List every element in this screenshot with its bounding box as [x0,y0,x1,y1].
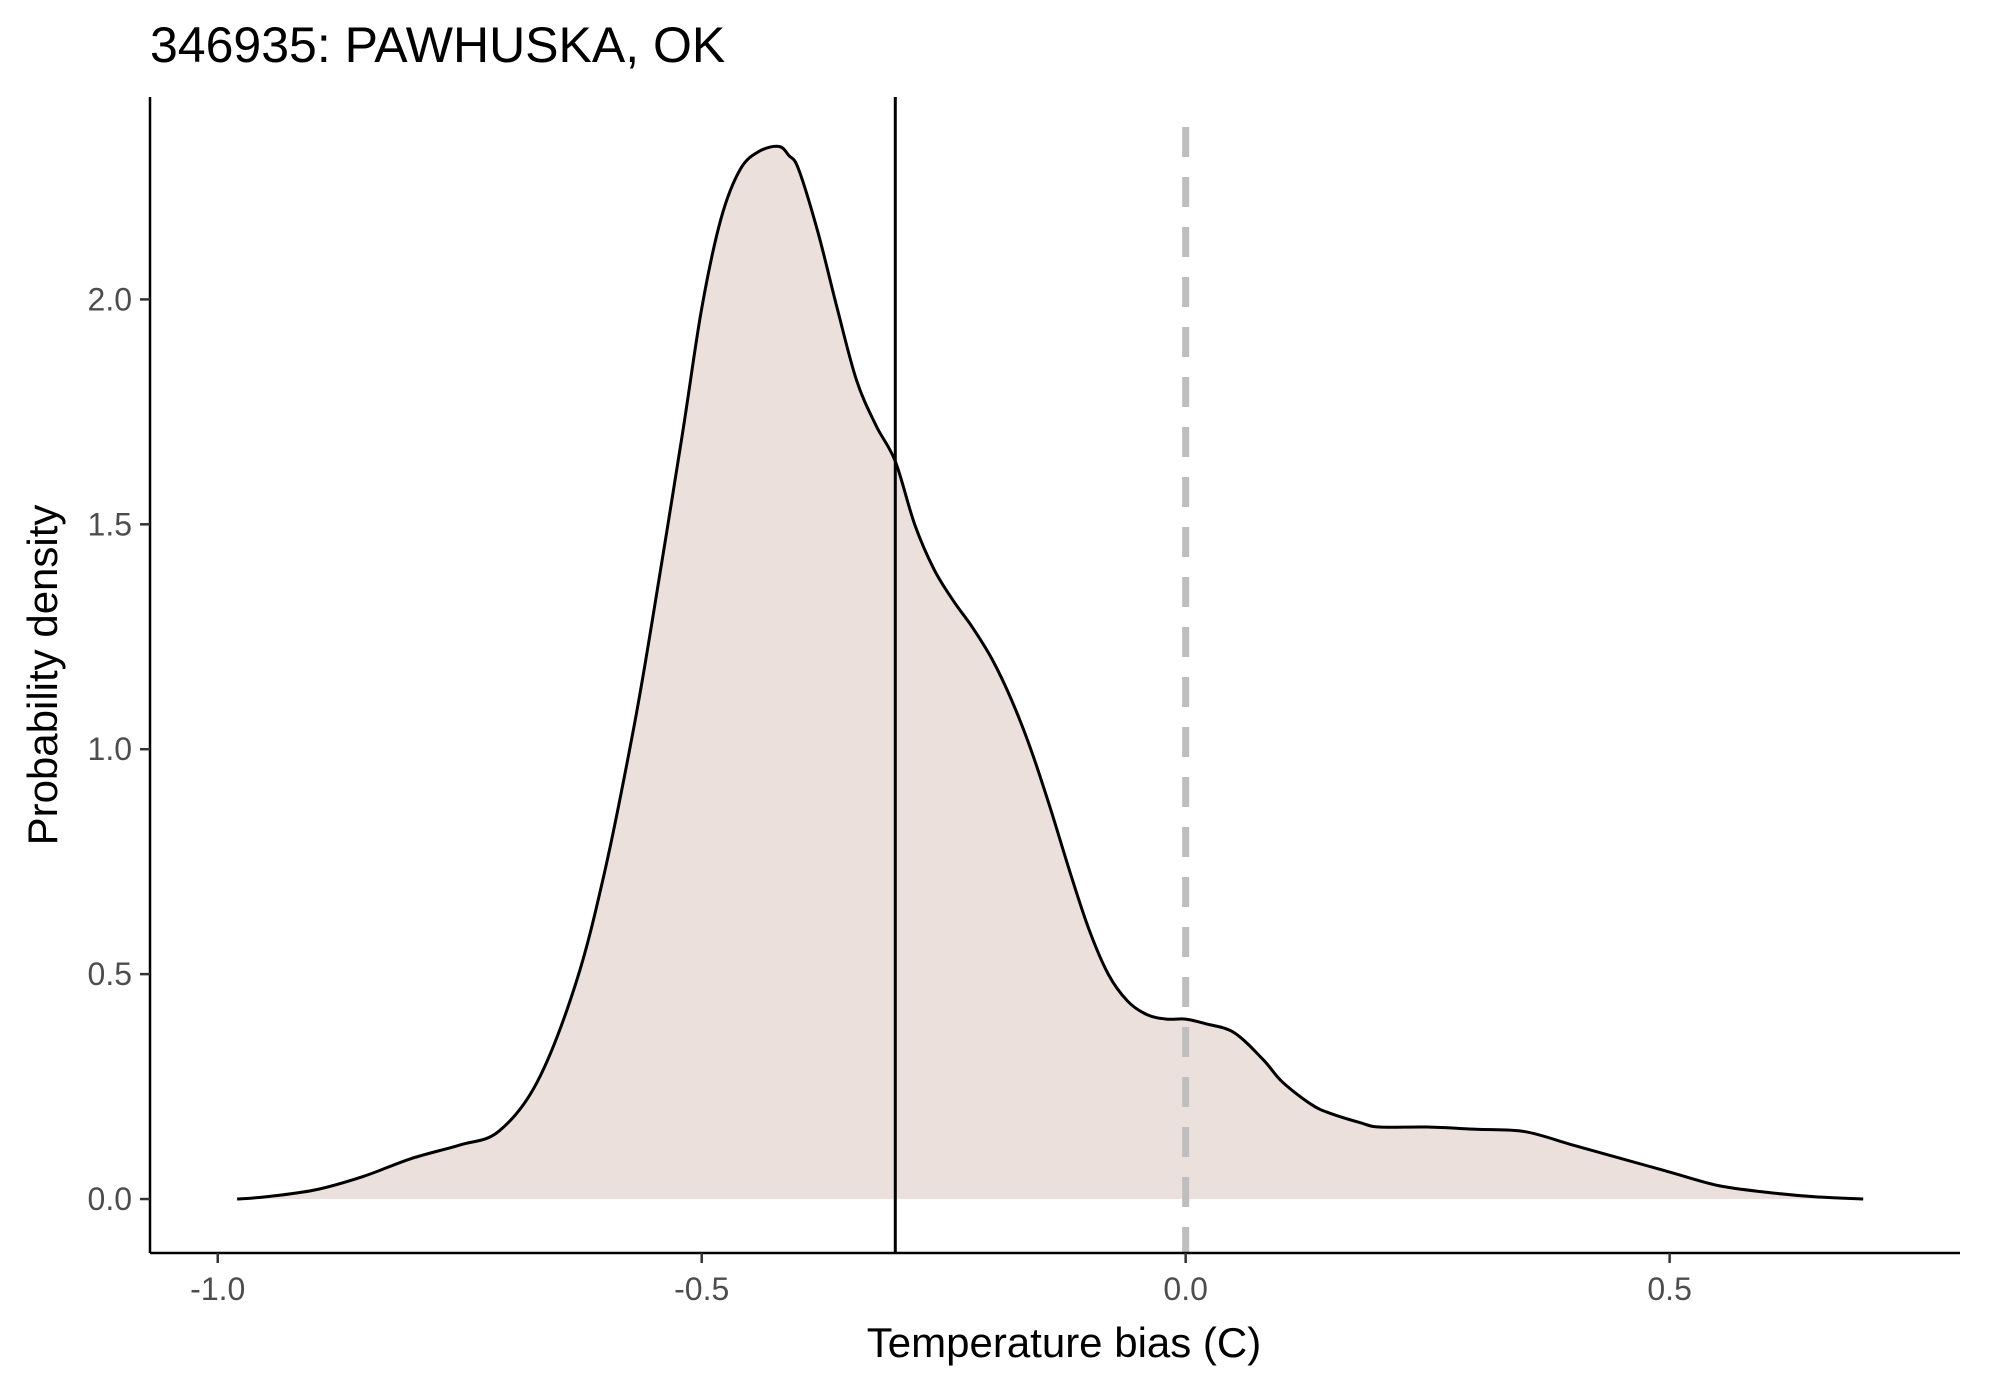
x-tick-label: -1.0 [190,1271,245,1307]
chart-title: 346935: PAWHUSKA, OK [150,17,725,73]
y-tick-label: 0.5 [88,956,132,992]
density-curve [236,144,1864,1201]
x-axis-ticks: -1.0 -0.5 0.0 0.5 [190,1253,1692,1307]
x-tick-label: -0.5 [674,1271,729,1307]
y-axis-ticks: 0.0 0.5 1.0 1.5 2.0 [88,281,150,1217]
density-fill-area [237,146,1864,1200]
reference-lines [893,97,1190,1253]
y-tick-label: 2.0 [88,281,132,317]
x-axis-title: Temperature bias (C) [867,1319,1261,1366]
y-tick-label: 1.5 [88,506,132,542]
x-tick-label: 0.0 [1163,1271,1207,1307]
x-tick-label: 0.5 [1647,1271,1691,1307]
y-axis-title: Probability density [19,505,66,846]
plot-area [236,144,1864,1201]
y-tick-label: 1.0 [88,731,132,767]
y-tick-label: 0.0 [88,1181,132,1217]
